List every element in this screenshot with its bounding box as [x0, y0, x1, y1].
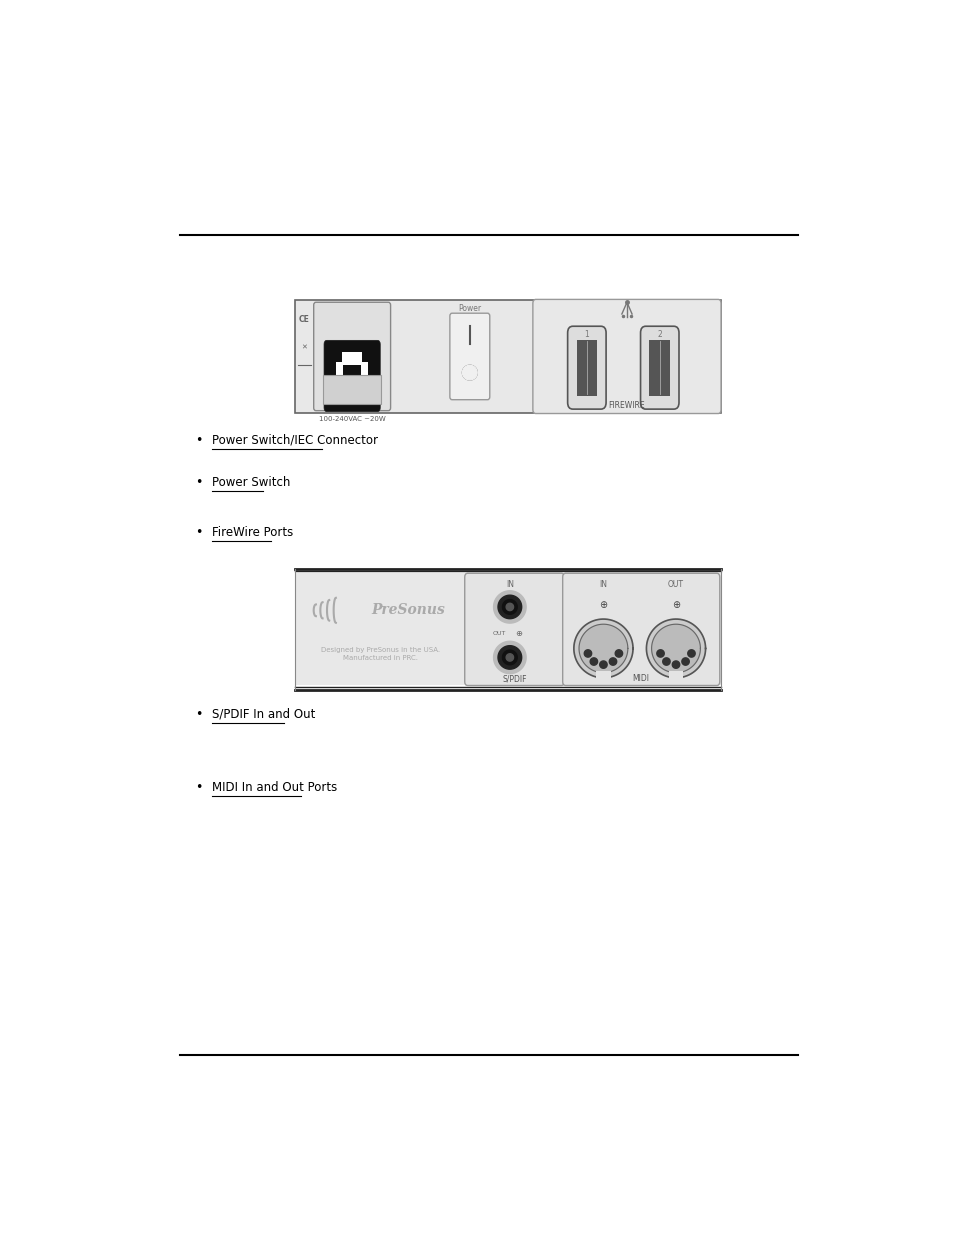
Bar	[294, 300, 720, 412]
Text: •: •	[195, 433, 203, 447]
Polygon shape	[497, 595, 521, 619]
Polygon shape	[502, 600, 517, 614]
Text: Designed by PreSonus in the USA.
Manufactured in PRC.: Designed by PreSonus in the USA. Manufac…	[320, 647, 439, 661]
Bar	[360, 362, 368, 395]
Text: S/PDIF In and Out: S/PDIF In and Out	[213, 708, 315, 720]
FancyBboxPatch shape	[649, 340, 669, 395]
FancyBboxPatch shape	[464, 573, 564, 685]
Polygon shape	[687, 650, 695, 657]
Polygon shape	[578, 624, 627, 673]
Polygon shape	[651, 624, 700, 673]
Bar	[596, 671, 610, 683]
Text: OUT: OUT	[667, 580, 683, 589]
Text: CE: CE	[298, 315, 309, 324]
FancyBboxPatch shape	[324, 341, 380, 411]
Polygon shape	[646, 619, 705, 678]
Text: Power Switch: Power Switch	[213, 477, 291, 489]
Polygon shape	[574, 619, 633, 678]
Text: FireWire Ports: FireWire Ports	[213, 526, 294, 538]
Text: 1: 1	[584, 330, 589, 338]
Polygon shape	[493, 590, 525, 624]
FancyBboxPatch shape	[639, 326, 679, 409]
Text: ⊕: ⊕	[515, 630, 521, 638]
Text: MIDI: MIDI	[632, 674, 649, 683]
Bar	[294, 573, 720, 685]
FancyBboxPatch shape	[450, 314, 489, 400]
Polygon shape	[583, 650, 591, 657]
Text: ✕: ✕	[301, 345, 307, 351]
Polygon shape	[609, 658, 616, 666]
Text: OUT: OUT	[493, 631, 506, 636]
Text: Power: Power	[457, 304, 481, 312]
FancyBboxPatch shape	[314, 303, 390, 411]
FancyBboxPatch shape	[567, 326, 605, 409]
Polygon shape	[657, 650, 663, 657]
Polygon shape	[497, 646, 521, 669]
Text: IN: IN	[505, 580, 514, 589]
FancyBboxPatch shape	[323, 375, 380, 404]
Polygon shape	[493, 641, 525, 673]
Bar	[341, 352, 362, 364]
Text: FIREWIRE: FIREWIRE	[608, 401, 644, 410]
Text: •: •	[195, 477, 203, 489]
Text: 2: 2	[657, 330, 661, 338]
Polygon shape	[615, 650, 622, 657]
Text: Power Switch/IEC Connector: Power Switch/IEC Connector	[213, 433, 378, 447]
Polygon shape	[681, 658, 688, 666]
FancyBboxPatch shape	[533, 299, 720, 414]
Polygon shape	[672, 661, 679, 668]
Bar	[668, 671, 682, 683]
FancyBboxPatch shape	[576, 340, 597, 395]
Text: •: •	[195, 526, 203, 538]
Polygon shape	[590, 658, 597, 666]
Polygon shape	[662, 658, 669, 666]
Text: ⊕: ⊕	[598, 600, 607, 610]
Text: •: •	[195, 708, 203, 720]
Text: MIDI In and Out Ports: MIDI In and Out Ports	[213, 781, 337, 794]
Text: PreSonus: PreSonus	[371, 604, 445, 618]
Polygon shape	[506, 653, 513, 661]
Text: IN: IN	[598, 580, 607, 589]
Polygon shape	[599, 661, 606, 668]
Polygon shape	[462, 366, 476, 380]
FancyBboxPatch shape	[562, 573, 719, 685]
Polygon shape	[506, 603, 513, 610]
Bar	[335, 362, 343, 395]
Text: S/PDIF: S/PDIF	[502, 674, 526, 683]
Text: ⊕: ⊕	[671, 600, 679, 610]
Text: 100-240VAC ~20W: 100-240VAC ~20W	[318, 416, 385, 422]
Text: •: •	[195, 781, 203, 794]
Polygon shape	[502, 650, 517, 664]
